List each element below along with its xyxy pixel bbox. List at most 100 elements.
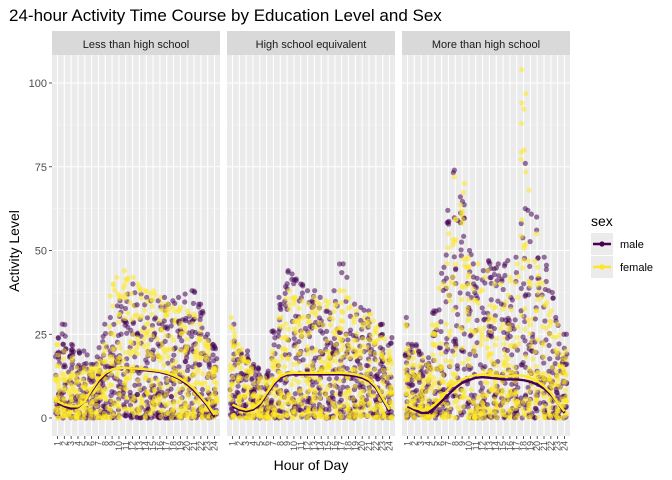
data-point-male — [134, 391, 141, 398]
data-point-female — [446, 332, 453, 338]
data-point-female — [178, 320, 184, 326]
data-point-male — [505, 335, 511, 341]
data-point-female — [521, 147, 527, 153]
data-point-female — [270, 359, 277, 365]
data-point-female — [124, 277, 130, 283]
data-point-male — [344, 365, 350, 372]
data-point-female — [197, 352, 203, 358]
data-point-female — [257, 388, 263, 394]
data-point-female — [389, 415, 395, 421]
x-tick-label: 13 — [484, 441, 494, 451]
data-point-female — [501, 369, 507, 375]
data-point-female — [453, 236, 459, 243]
data-point-female — [276, 413, 283, 420]
data-point-female — [552, 381, 559, 387]
data-point-male — [318, 328, 324, 334]
data-point-female — [110, 332, 117, 338]
data-point-female — [332, 401, 338, 407]
data-point-female — [158, 413, 164, 420]
data-point-female — [453, 345, 459, 352]
data-point-female — [540, 324, 546, 330]
data-point-female — [381, 336, 388, 342]
x-tick-label: 21 — [364, 441, 374, 451]
data-point-male — [471, 281, 477, 287]
data-point-female — [116, 360, 122, 366]
data-point-female — [247, 371, 254, 377]
data-point-male — [55, 335, 62, 341]
data-point-female — [88, 411, 94, 417]
data-point-male — [244, 348, 251, 354]
data-point-female — [197, 328, 203, 334]
data-point-female — [149, 377, 155, 383]
data-point-female — [110, 282, 117, 288]
data-point-female — [338, 361, 344, 367]
data-point-male — [552, 361, 558, 367]
data-point-female — [514, 334, 520, 341]
data-point-female — [192, 369, 198, 376]
data-point-male — [563, 331, 570, 337]
data-point-male — [438, 328, 444, 335]
data-point-female — [127, 300, 133, 306]
data-point-male — [197, 317, 203, 323]
data-point-female — [69, 357, 75, 364]
data-point-male — [470, 261, 476, 267]
data-point-female — [283, 335, 289, 341]
data-point-male — [474, 340, 480, 346]
data-point-female — [269, 351, 276, 357]
data-point-female — [511, 364, 518, 370]
data-point-male — [304, 288, 311, 294]
data-point-female — [553, 368, 559, 374]
data-point-female — [144, 328, 151, 334]
facet-panels: Less than high school1234567891011121314… — [29, 31, 570, 451]
data-point-female — [533, 307, 539, 314]
data-point-female — [116, 415, 122, 421]
data-point-female — [411, 414, 417, 421]
data-point-male — [339, 270, 345, 276]
data-point-female — [372, 405, 378, 411]
data-point-female — [560, 351, 566, 358]
data-point-female — [346, 295, 352, 301]
data-point-male — [543, 262, 550, 268]
data-point-male — [292, 391, 298, 397]
data-point-female — [466, 297, 472, 303]
data-point-female — [110, 361, 116, 367]
data-point-female — [190, 413, 196, 419]
data-point-female — [337, 378, 343, 384]
data-point-male — [122, 305, 129, 312]
x-tick-label: 24 — [385, 441, 395, 451]
data-point-female — [251, 391, 257, 397]
data-point-female — [150, 405, 156, 411]
data-point-female — [506, 322, 512, 328]
data-point-female — [55, 363, 62, 369]
data-point-female — [526, 187, 532, 193]
data-point-female — [446, 405, 452, 411]
data-point-male — [172, 300, 178, 307]
data-point-female — [87, 405, 94, 412]
data-point-male — [196, 362, 202, 368]
data-point-male — [479, 305, 485, 311]
legend-key-point — [599, 241, 605, 247]
data-point-male — [289, 271, 295, 277]
x-tick-label: 2 — [409, 441, 419, 446]
data-point-male — [420, 373, 426, 379]
data-point-female — [193, 379, 200, 386]
data-point-female — [129, 406, 135, 412]
data-point-female — [541, 354, 547, 360]
data-point-male — [337, 388, 344, 394]
data-point-female — [107, 406, 113, 412]
data-point-female — [443, 401, 450, 408]
data-point-male — [495, 261, 501, 267]
data-point-female — [470, 286, 476, 292]
data-point-female — [374, 358, 380, 364]
data-point-female — [204, 356, 210, 363]
x-tick-label: 19 — [350, 441, 360, 451]
data-point-female — [330, 330, 337, 336]
legend-label: female — [620, 262, 653, 274]
data-point-male — [340, 384, 346, 390]
x-tick-label: 23 — [378, 441, 388, 451]
x-tick-label: 3 — [241, 441, 251, 446]
data-point-female — [405, 398, 411, 404]
data-point-female — [546, 411, 552, 417]
data-point-female — [468, 386, 474, 393]
data-point-female — [317, 395, 323, 401]
